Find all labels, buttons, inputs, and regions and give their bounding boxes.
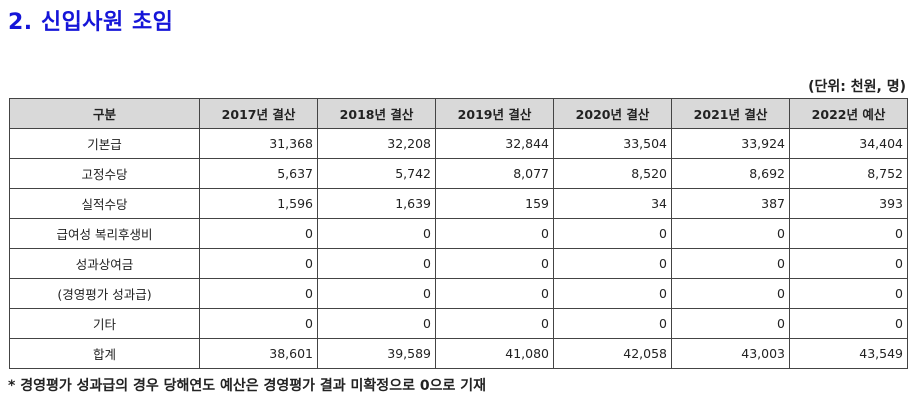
table-cell: 8,520 bbox=[553, 158, 672, 189]
table-cell: 32,844 bbox=[435, 128, 554, 159]
table-header-row: 구분 2017년 결산 2018년 결산 2019년 결산 2020년 결산 2… bbox=[9, 98, 908, 129]
table-cell: 0 bbox=[671, 278, 790, 309]
table-cell: 0 bbox=[317, 248, 436, 279]
header-2020: 2020년 결산 bbox=[553, 98, 672, 129]
header-category: 구분 bbox=[9, 98, 200, 129]
row-label: 급여성 복리후생비 bbox=[9, 218, 200, 249]
table-cell: 0 bbox=[317, 278, 436, 309]
table-cell: 34 bbox=[553, 188, 672, 219]
table-cell: 0 bbox=[789, 248, 908, 279]
table-row: 고정수당 5,637 5,742 8,077 8,520 8,692 8,752 bbox=[9, 158, 908, 189]
table-row: (경영평가 성과급) 0 0 0 0 0 0 bbox=[9, 278, 908, 309]
table-cell: 42,058 bbox=[553, 338, 672, 369]
table-cell: 159 bbox=[435, 188, 554, 219]
table-cell: 0 bbox=[199, 278, 318, 309]
table-cell: 0 bbox=[317, 218, 436, 249]
row-label: 기본급 bbox=[9, 128, 200, 159]
table-cell: 38,601 bbox=[199, 338, 318, 369]
header-2019: 2019년 결산 bbox=[435, 98, 554, 129]
table-cell: 33,504 bbox=[553, 128, 672, 159]
table-cell: 0 bbox=[553, 248, 672, 279]
table-cell: 0 bbox=[671, 218, 790, 249]
row-label: (경영평가 성과급) bbox=[9, 278, 200, 309]
table-body: 기본급 31,368 32,208 32,844 33,504 33,924 34,404 고… bbox=[9, 128, 908, 369]
table-cell: 1,596 bbox=[199, 188, 318, 219]
table-cell: 0 bbox=[199, 248, 318, 279]
unit-label: (단위: 천원, 명) bbox=[808, 79, 906, 95]
table-cell: 31,368 bbox=[199, 128, 318, 159]
table-cell: 0 bbox=[671, 308, 790, 339]
table-cell: 393 bbox=[789, 188, 908, 219]
table-cell: 8,692 bbox=[671, 158, 790, 189]
table-cell: 43,549 bbox=[789, 338, 908, 369]
table-cell: 0 bbox=[435, 248, 554, 279]
table-cell: 5,742 bbox=[317, 158, 436, 189]
header-2022: 2022년 예산 bbox=[789, 98, 908, 129]
table-cell: 0 bbox=[317, 308, 436, 339]
section-title: 2. 신입사원 초임 bbox=[8, 10, 174, 35]
table-row: 기본급 31,368 32,208 32,844 33,504 33,924 34,404 bbox=[9, 128, 908, 159]
row-label: 고정수당 bbox=[9, 158, 200, 189]
table-cell: 0 bbox=[199, 308, 318, 339]
table-cell: 0 bbox=[671, 248, 790, 279]
table-cell: 34,404 bbox=[789, 128, 908, 159]
row-label: 기타 bbox=[9, 308, 200, 339]
table-cell: 5,637 bbox=[199, 158, 318, 189]
table-cell: 41,080 bbox=[435, 338, 554, 369]
table-cell: 33,924 bbox=[671, 128, 790, 159]
salary-table: 구분 2017년 결산 2018년 결산 2019년 결산 2020년 결산 2… bbox=[9, 98, 908, 369]
table-row: 급여성 복리후생비 0 0 0 0 0 0 bbox=[9, 218, 908, 249]
table-row: 기타 0 0 0 0 0 0 bbox=[9, 308, 908, 339]
table-cell: 0 bbox=[435, 218, 554, 249]
table-cell: 0 bbox=[553, 278, 672, 309]
table-cell: 39,589 bbox=[317, 338, 436, 369]
table-cell: 0 bbox=[789, 278, 908, 309]
table-cell: 1,639 bbox=[317, 188, 436, 219]
table-cell: 0 bbox=[553, 308, 672, 339]
table-cell: 0 bbox=[789, 218, 908, 249]
table-cell: 0 bbox=[789, 308, 908, 339]
table-row: 성과상여금 0 0 0 0 0 0 bbox=[9, 248, 908, 279]
table-cell: 387 bbox=[671, 188, 790, 219]
footnote: * 경영평가 성과급의 경우 당해연도 예산은 경영평가 결과 미확정으로 0으… bbox=[8, 378, 486, 394]
row-label: 합계 bbox=[9, 338, 200, 369]
table-cell: 32,208 bbox=[317, 128, 436, 159]
table-cell: 8,752 bbox=[789, 158, 908, 189]
table-cell: 0 bbox=[553, 218, 672, 249]
table-cell: 8,077 bbox=[435, 158, 554, 189]
table-cell: 43,003 bbox=[671, 338, 790, 369]
table-cell: 0 bbox=[199, 218, 318, 249]
header-2021: 2021년 결산 bbox=[671, 98, 790, 129]
table-row: 실적수당 1,596 1,639 159 34 387 393 bbox=[9, 188, 908, 219]
table-cell: 0 bbox=[435, 278, 554, 309]
header-2018: 2018년 결산 bbox=[317, 98, 436, 129]
row-label: 성과상여금 bbox=[9, 248, 200, 279]
table-row: 합계 38,601 39,589 41,080 42,058 43,003 43,549 bbox=[9, 338, 908, 369]
row-label: 실적수당 bbox=[9, 188, 200, 219]
table-cell: 0 bbox=[435, 308, 554, 339]
header-2017: 2017년 결산 bbox=[199, 98, 318, 129]
